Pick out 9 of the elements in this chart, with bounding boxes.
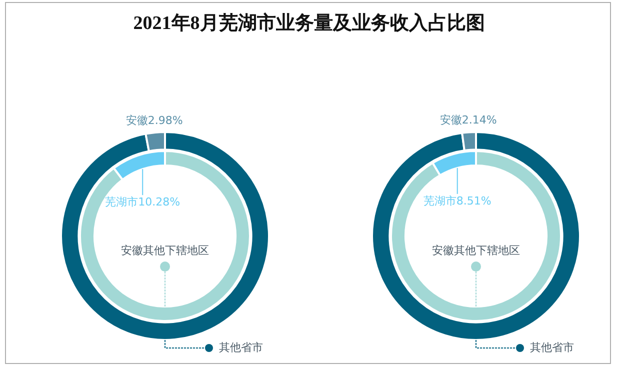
text: 2021年8月芜湖市业务量及业务收入占比图 <box>132 12 486 36</box>
legend-label: 芜湖市8.51% <box>423 194 492 208</box>
legend-label: 芜湖市10.28% <box>105 195 180 208</box>
slice-label: 安徽其他下辖地区 <box>432 244 520 257</box>
legend-label: 其他省市 <box>530 340 574 354</box>
slice-label: 安徽2.98% <box>126 114 183 127</box>
legend-label: 其他省市 <box>219 340 263 354</box>
slice-label: 安徽2.14% <box>440 114 497 127</box>
slice-label: 安徽其他下辖地区 <box>121 244 209 257</box>
